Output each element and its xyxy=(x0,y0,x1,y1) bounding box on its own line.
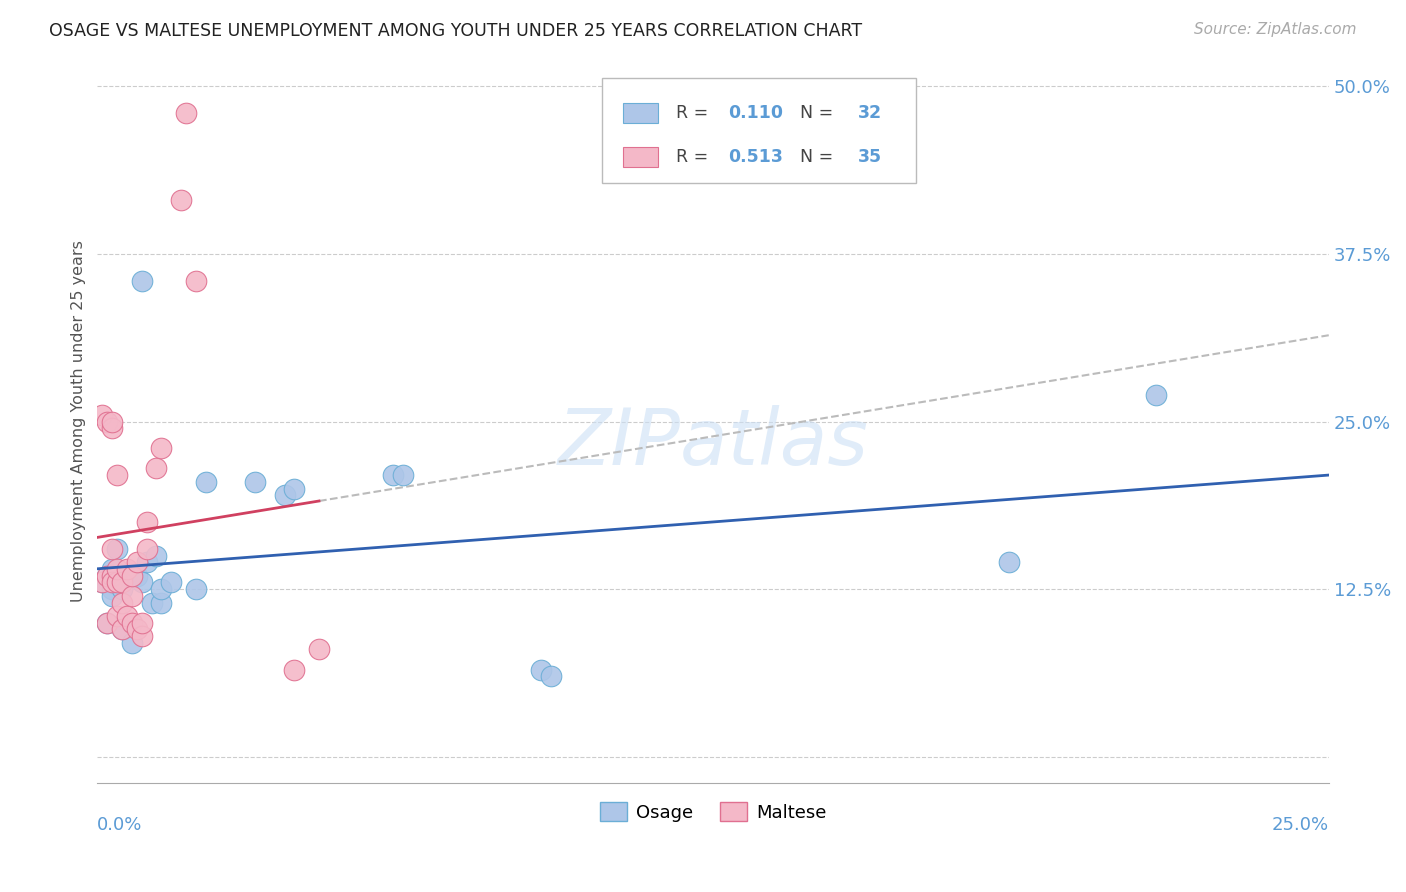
Point xyxy=(184,274,207,288)
Point xyxy=(308,642,330,657)
Point xyxy=(96,568,118,582)
Point xyxy=(530,663,553,677)
Point xyxy=(111,623,134,637)
Point xyxy=(194,475,217,489)
Bar xyxy=(623,147,658,167)
Text: 0.110: 0.110 xyxy=(728,104,783,122)
Legend: Osage, Maltese: Osage, Maltese xyxy=(592,795,834,829)
Point xyxy=(131,615,153,630)
Point xyxy=(101,568,124,582)
Y-axis label: Unemployment Among Youth under 25 years: Unemployment Among Youth under 25 years xyxy=(72,241,86,602)
Point xyxy=(150,595,173,609)
Text: 0.0%: 0.0% xyxy=(97,816,143,834)
Text: ZIPatlas: ZIPatlas xyxy=(558,405,869,482)
Point xyxy=(141,595,163,609)
Point xyxy=(131,629,153,643)
Point xyxy=(150,582,173,596)
Point xyxy=(101,562,124,576)
FancyBboxPatch shape xyxy=(602,78,917,183)
Point xyxy=(174,106,197,120)
Point xyxy=(997,555,1019,569)
Point xyxy=(101,575,124,590)
Point xyxy=(111,582,134,596)
Point xyxy=(101,421,124,435)
Point xyxy=(105,541,128,556)
Text: N =: N = xyxy=(789,148,839,166)
Text: Source: ZipAtlas.com: Source: ZipAtlas.com xyxy=(1194,22,1357,37)
Point xyxy=(125,568,148,582)
Point xyxy=(125,623,148,637)
Point xyxy=(105,562,128,576)
Point xyxy=(115,568,138,582)
Point xyxy=(135,541,157,556)
Point xyxy=(96,615,118,630)
Point xyxy=(96,615,118,630)
Text: 32: 32 xyxy=(859,104,883,122)
Point xyxy=(96,415,118,429)
Point xyxy=(160,575,183,590)
Point xyxy=(121,568,143,582)
Point xyxy=(131,274,153,288)
Point xyxy=(101,582,124,596)
Point xyxy=(184,582,207,596)
Point xyxy=(145,549,167,563)
Point xyxy=(101,541,124,556)
Point xyxy=(145,461,167,475)
Point xyxy=(283,482,305,496)
Point xyxy=(243,475,266,489)
Text: N =: N = xyxy=(789,104,839,122)
Point xyxy=(111,575,134,590)
Point xyxy=(105,468,128,483)
Bar xyxy=(623,103,658,123)
Point xyxy=(96,568,118,582)
Point xyxy=(540,669,562,683)
Text: 35: 35 xyxy=(859,148,883,166)
Point xyxy=(150,442,173,456)
Point xyxy=(381,468,404,483)
Point xyxy=(131,575,153,590)
Point xyxy=(121,636,143,650)
Point xyxy=(121,589,143,603)
Point xyxy=(273,488,295,502)
Point xyxy=(91,575,114,590)
Point xyxy=(115,608,138,623)
Point xyxy=(91,575,114,590)
Point xyxy=(111,623,134,637)
Point xyxy=(135,555,157,569)
Point xyxy=(121,615,143,630)
Point xyxy=(105,575,128,590)
Text: OSAGE VS MALTESE UNEMPLOYMENT AMONG YOUTH UNDER 25 YEARS CORRELATION CHART: OSAGE VS MALTESE UNEMPLOYMENT AMONG YOUT… xyxy=(49,22,862,40)
Text: R =: R = xyxy=(676,104,714,122)
Text: 0.513: 0.513 xyxy=(728,148,783,166)
Point xyxy=(1144,388,1167,402)
Point xyxy=(105,608,128,623)
Text: R =: R = xyxy=(676,148,714,166)
Point xyxy=(170,194,193,208)
Point xyxy=(115,562,138,576)
Point xyxy=(391,468,413,483)
Point xyxy=(125,555,148,569)
Point xyxy=(91,408,114,422)
Point xyxy=(283,663,305,677)
Text: 25.0%: 25.0% xyxy=(1271,816,1329,834)
Point xyxy=(111,595,134,609)
Point xyxy=(101,589,124,603)
Point xyxy=(135,515,157,529)
Point xyxy=(101,415,124,429)
Point xyxy=(105,575,128,590)
